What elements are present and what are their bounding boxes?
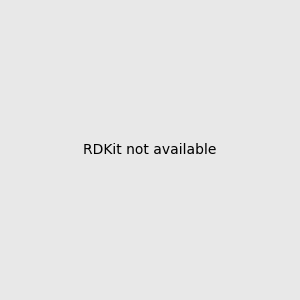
Text: RDKit not available: RDKit not available (83, 143, 217, 157)
